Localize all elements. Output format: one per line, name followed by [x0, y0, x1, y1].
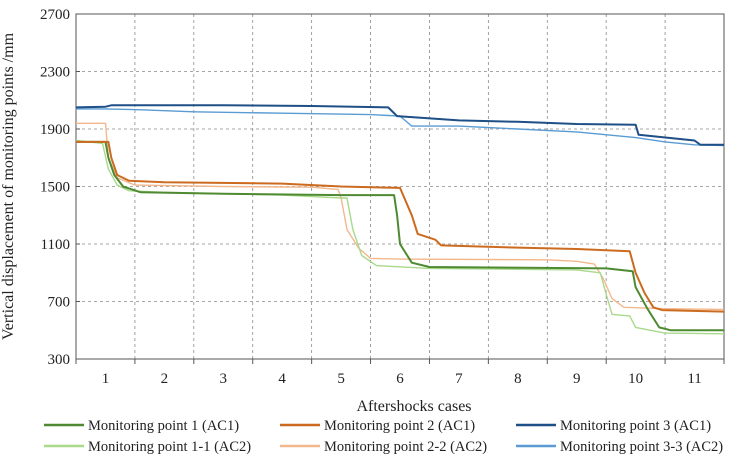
- x-tick-label: 10: [628, 371, 643, 387]
- y-tick-label: 1500: [40, 180, 70, 196]
- x-tick-label: 6: [396, 371, 404, 387]
- y-tick-label: 1100: [41, 237, 70, 253]
- legend-item: Monitoring point 3-3 (AC2): [516, 439, 723, 455]
- x-axis-label: Aftershocks cases: [356, 398, 471, 415]
- x-tick-label: 7: [455, 371, 463, 387]
- y-tick-label: 2700: [40, 7, 70, 23]
- series-line: [75, 104, 724, 146]
- legend-label: Monitoring point 3 (AC1): [560, 418, 711, 434]
- x-tick-label: 9: [573, 371, 581, 387]
- series-line: [76, 140, 725, 313]
- legend-label: Monitoring point 3-3 (AC2): [560, 439, 723, 455]
- legend-label: Monitoring point 2-2 (AC2): [324, 439, 487, 455]
- legend-label: Monitoring point 1-1 (AC2): [88, 439, 251, 455]
- x-tick-label: 2: [161, 371, 169, 387]
- legend-item: Monitoring point 2 (AC1): [280, 418, 475, 434]
- legend-item: Monitoring point 1 (AC1): [44, 418, 239, 434]
- x-tick-label: 11: [687, 371, 701, 387]
- legend: Monitoring point 1 (AC1) Monitoring point…: [44, 418, 723, 455]
- y-tick-labels: 300 700 1100 1500 1900 2300 2700: [40, 7, 80, 368]
- series-line: [76, 122, 725, 311]
- x-tick-label: 8: [514, 371, 522, 387]
- series-line: [76, 140, 724, 332]
- series-line: [75, 139, 725, 335]
- y-tick-label: 300: [48, 352, 71, 368]
- y-tick-label: 1900: [40, 122, 70, 138]
- x-tick-label: 3: [220, 371, 228, 387]
- y-tick-label: 2300: [40, 65, 70, 81]
- series-layer: [75, 104, 725, 335]
- x-tick-label: 5: [337, 371, 345, 387]
- y-axis-label: Vertical displacement of monitoring poin…: [0, 32, 17, 340]
- legend-label: Monitoring point 2 (AC1): [324, 418, 475, 434]
- x-tick-label: 4: [278, 371, 286, 387]
- x-tick-label: 1: [102, 371, 110, 387]
- y-tick-label: 700: [48, 295, 71, 311]
- legend-item: Monitoring point 3 (AC1): [516, 418, 711, 434]
- x-tick-labels: 1 2 3 4 5 6 7 8 9 10 11: [75, 359, 725, 387]
- legend-item: Monitoring point 1-1 (AC2): [44, 439, 251, 455]
- legend-label: Monitoring point 1 (AC1): [88, 418, 239, 434]
- series-line: [76, 108, 725, 147]
- legend-item: Monitoring point 2-2 (AC2): [280, 439, 487, 455]
